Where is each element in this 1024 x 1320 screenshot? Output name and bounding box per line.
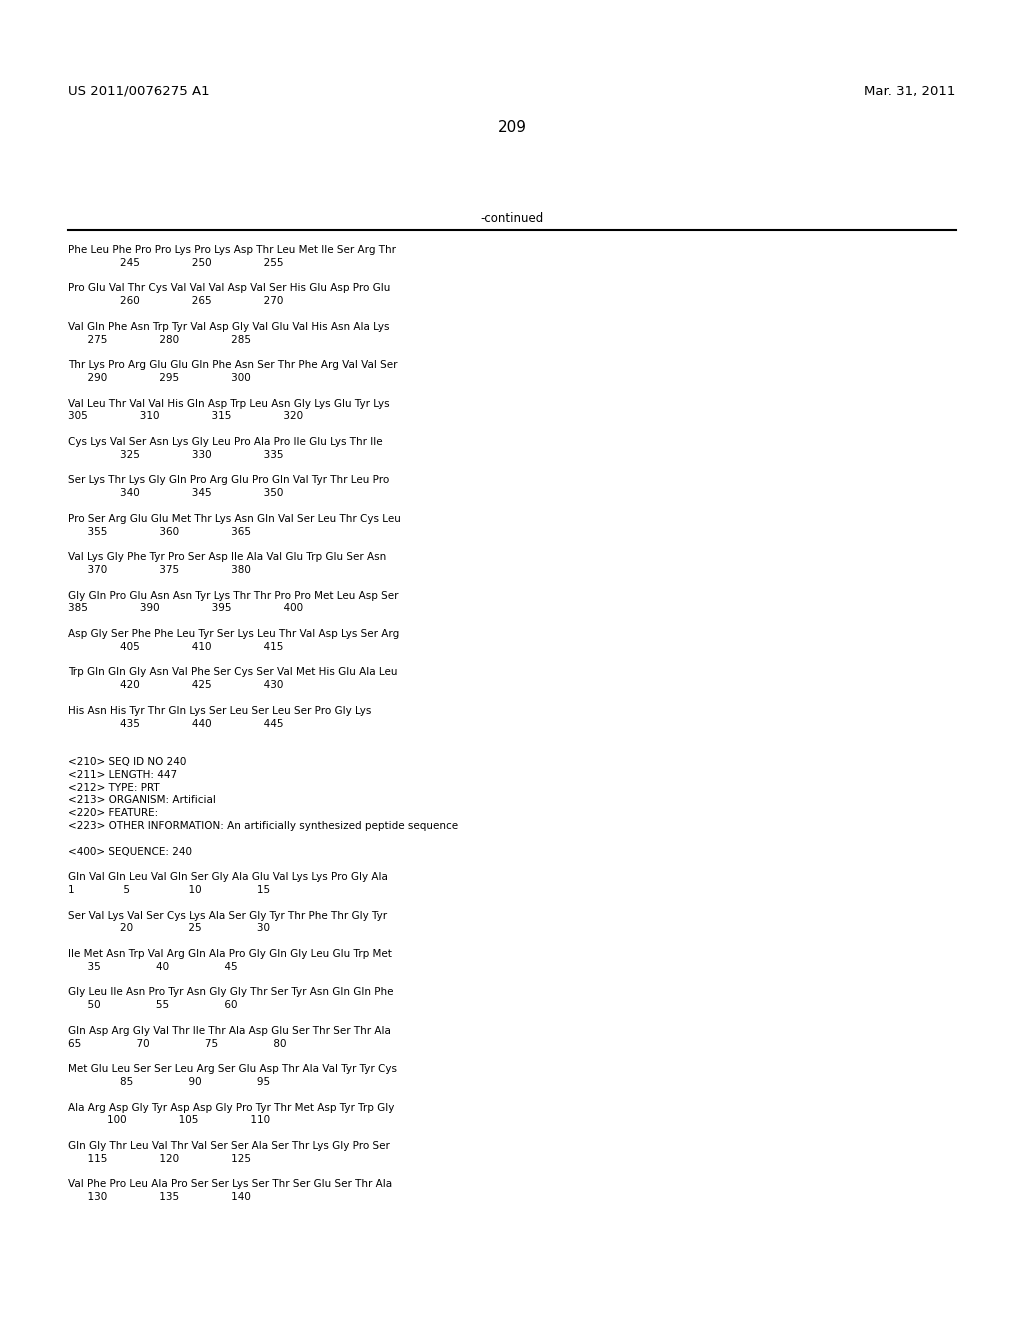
Text: 385                390                395                400: 385 390 395 400 (68, 603, 303, 614)
Text: Ala Arg Asp Gly Tyr Asp Asp Gly Pro Tyr Thr Met Asp Tyr Trp Gly: Ala Arg Asp Gly Tyr Asp Asp Gly Pro Tyr … (68, 1102, 394, 1113)
Text: 245                250                255: 245 250 255 (68, 257, 284, 268)
Text: 290                295                300: 290 295 300 (68, 374, 251, 383)
Text: <211> LENGTH: 447: <211> LENGTH: 447 (68, 770, 177, 780)
Text: 435                440                445: 435 440 445 (68, 718, 284, 729)
Text: Gly Gln Pro Glu Asn Asn Tyr Lys Thr Thr Pro Pro Met Leu Asp Ser: Gly Gln Pro Glu Asn Asn Tyr Lys Thr Thr … (68, 590, 398, 601)
Text: Pro Ser Arg Glu Glu Met Thr Lys Asn Gln Val Ser Leu Thr Cys Leu: Pro Ser Arg Glu Glu Met Thr Lys Asn Gln … (68, 513, 400, 524)
Text: 405                410                415: 405 410 415 (68, 642, 284, 652)
Text: 420                425                430: 420 425 430 (68, 680, 284, 690)
Text: 100                105                110: 100 105 110 (68, 1115, 270, 1126)
Text: 20                 25                 30: 20 25 30 (68, 924, 270, 933)
Text: US 2011/0076275 A1: US 2011/0076275 A1 (68, 84, 210, 98)
Text: <223> OTHER INFORMATION: An artificially synthesized peptide sequence: <223> OTHER INFORMATION: An artificially… (68, 821, 458, 832)
Text: Met Glu Leu Ser Ser Leu Arg Ser Glu Asp Thr Ala Val Tyr Tyr Cys: Met Glu Leu Ser Ser Leu Arg Ser Glu Asp … (68, 1064, 397, 1074)
Text: Phe Leu Phe Pro Pro Lys Pro Lys Asp Thr Leu Met Ile Ser Arg Thr: Phe Leu Phe Pro Pro Lys Pro Lys Asp Thr … (68, 246, 396, 255)
Text: Ile Met Asn Trp Val Arg Gln Ala Pro Gly Gln Gly Leu Glu Trp Met: Ile Met Asn Trp Val Arg Gln Ala Pro Gly … (68, 949, 392, 960)
Text: Cys Lys Val Ser Asn Lys Gly Leu Pro Ala Pro Ile Glu Lys Thr Ile: Cys Lys Val Ser Asn Lys Gly Leu Pro Ala … (68, 437, 383, 447)
Text: 370                375                380: 370 375 380 (68, 565, 251, 576)
Text: Val Lys Gly Phe Tyr Pro Ser Asp Ile Ala Val Glu Trp Glu Ser Asn: Val Lys Gly Phe Tyr Pro Ser Asp Ile Ala … (68, 552, 386, 562)
Text: Trp Gln Gln Gly Asn Val Phe Ser Cys Ser Val Met His Glu Ala Leu: Trp Gln Gln Gly Asn Val Phe Ser Cys Ser … (68, 668, 397, 677)
Text: 115                120                125: 115 120 125 (68, 1154, 251, 1164)
Text: Val Phe Pro Leu Ala Pro Ser Ser Lys Ser Thr Ser Glu Ser Thr Ala: Val Phe Pro Leu Ala Pro Ser Ser Lys Ser … (68, 1179, 392, 1189)
Text: 275                280                285: 275 280 285 (68, 334, 251, 345)
Text: 325                330                335: 325 330 335 (68, 450, 284, 459)
Text: 1               5                  10                 15: 1 5 10 15 (68, 884, 270, 895)
Text: 209: 209 (498, 120, 526, 135)
Text: -continued: -continued (480, 213, 544, 224)
Text: His Asn His Tyr Thr Gln Lys Ser Leu Ser Leu Ser Pro Gly Lys: His Asn His Tyr Thr Gln Lys Ser Leu Ser … (68, 706, 372, 715)
Text: 130                135                140: 130 135 140 (68, 1192, 251, 1203)
Text: 50                 55                 60: 50 55 60 (68, 1001, 238, 1010)
Text: Val Leu Thr Val Val His Gln Asp Trp Leu Asn Gly Lys Glu Tyr Lys: Val Leu Thr Val Val His Gln Asp Trp Leu … (68, 399, 389, 409)
Text: Gln Gly Thr Leu Val Thr Val Ser Ser Ala Ser Thr Lys Gly Pro Ser: Gln Gly Thr Leu Val Thr Val Ser Ser Ala … (68, 1140, 390, 1151)
Text: <212> TYPE: PRT: <212> TYPE: PRT (68, 783, 160, 792)
Text: Gln Asp Arg Gly Val Thr Ile Thr Ala Asp Glu Ser Thr Ser Thr Ala: Gln Asp Arg Gly Val Thr Ile Thr Ala Asp … (68, 1026, 391, 1036)
Text: <210> SEQ ID NO 240: <210> SEQ ID NO 240 (68, 756, 186, 767)
Text: 85                 90                 95: 85 90 95 (68, 1077, 270, 1086)
Text: Pro Glu Val Thr Cys Val Val Val Asp Val Ser His Glu Asp Pro Glu: Pro Glu Val Thr Cys Val Val Val Asp Val … (68, 284, 390, 293)
Text: 35                 40                 45: 35 40 45 (68, 962, 238, 972)
Text: Ser Lys Thr Lys Gly Gln Pro Arg Glu Pro Gln Val Tyr Thr Leu Pro: Ser Lys Thr Lys Gly Gln Pro Arg Glu Pro … (68, 475, 389, 486)
Text: Ser Val Lys Val Ser Cys Lys Ala Ser Gly Tyr Thr Phe Thr Gly Tyr: Ser Val Lys Val Ser Cys Lys Ala Ser Gly … (68, 911, 387, 920)
Text: Gly Leu Ile Asn Pro Tyr Asn Gly Gly Thr Ser Tyr Asn Gln Gln Phe: Gly Leu Ile Asn Pro Tyr Asn Gly Gly Thr … (68, 987, 393, 998)
Text: 340                345                350: 340 345 350 (68, 488, 284, 498)
Text: 305                310                315                320: 305 310 315 320 (68, 412, 303, 421)
Text: 65                 70                 75                 80: 65 70 75 80 (68, 1039, 287, 1048)
Text: Val Gln Phe Asn Trp Tyr Val Asp Gly Val Glu Val His Asn Ala Lys: Val Gln Phe Asn Trp Tyr Val Asp Gly Val … (68, 322, 389, 331)
Text: Thr Lys Pro Arg Glu Glu Gln Phe Asn Ser Thr Phe Arg Val Val Ser: Thr Lys Pro Arg Glu Glu Gln Phe Asn Ser … (68, 360, 397, 370)
Text: Asp Gly Ser Phe Phe Leu Tyr Ser Lys Leu Thr Val Asp Lys Ser Arg: Asp Gly Ser Phe Phe Leu Tyr Ser Lys Leu … (68, 630, 399, 639)
Text: Mar. 31, 2011: Mar. 31, 2011 (863, 84, 955, 98)
Text: <220> FEATURE:: <220> FEATURE: (68, 808, 159, 818)
Text: 260                265                270: 260 265 270 (68, 296, 284, 306)
Text: <400> SEQUENCE: 240: <400> SEQUENCE: 240 (68, 846, 193, 857)
Text: 355                360                365: 355 360 365 (68, 527, 251, 537)
Text: <213> ORGANISM: Artificial: <213> ORGANISM: Artificial (68, 796, 216, 805)
Text: Gln Val Gln Leu Val Gln Ser Gly Ala Glu Val Lys Lys Pro Gly Ala: Gln Val Gln Leu Val Gln Ser Gly Ala Glu … (68, 873, 388, 882)
